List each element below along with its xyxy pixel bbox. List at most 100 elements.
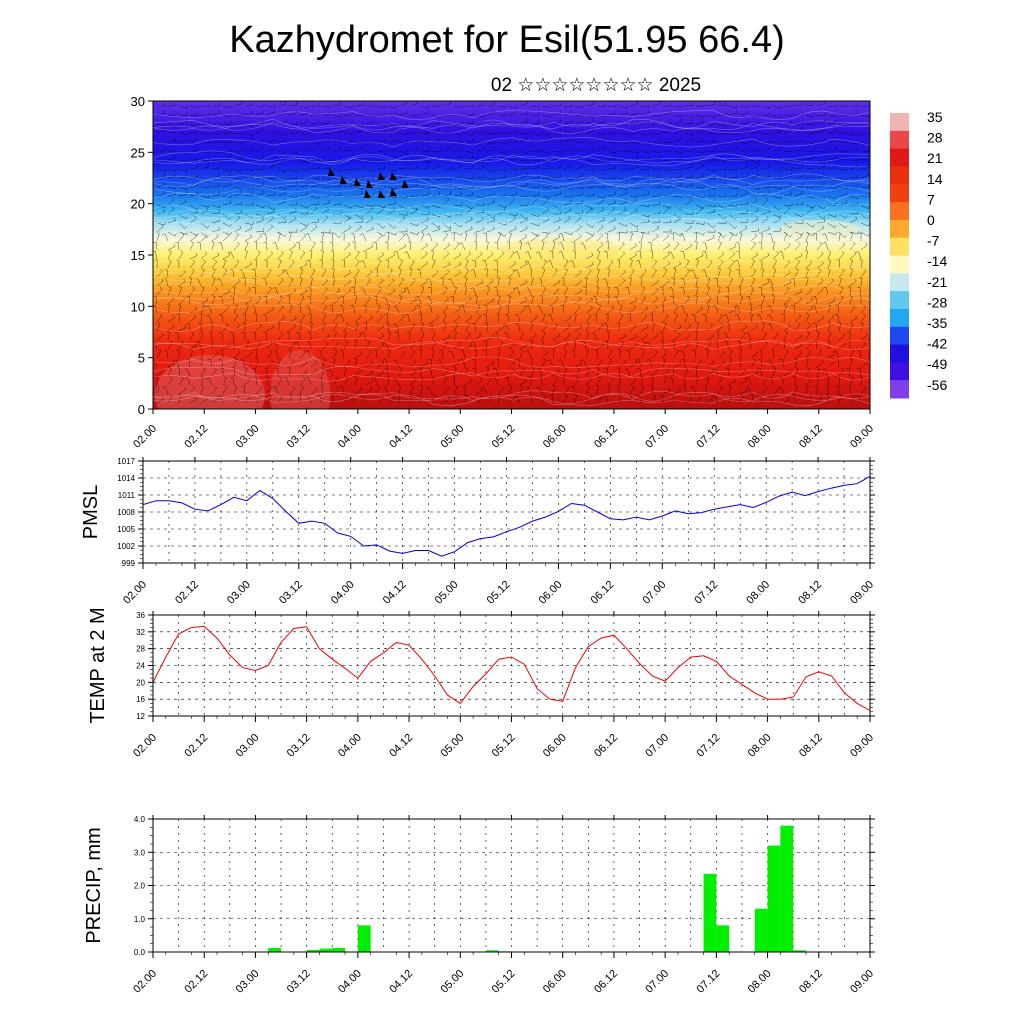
x-tick-label: 02.12	[173, 579, 201, 607]
section-y-axis: 0 5 10 15 20 25 30	[131, 94, 153, 417]
colorbar-swatch	[890, 327, 909, 345]
x-tick-label: 07.00	[640, 579, 668, 607]
section-y-tick-label: 0	[138, 402, 145, 417]
x-tick-label: 04.12	[381, 579, 409, 607]
x-tick-label: 09.00	[848, 732, 876, 760]
y-tick-label: 20	[136, 678, 145, 687]
colorbar-label: 0	[927, 212, 935, 228]
section-x-tick-label: 06.12	[592, 423, 620, 451]
x-tick-label: 02.12	[182, 732, 210, 760]
y-tick-label: 1008	[117, 508, 135, 517]
x-tick-label: 08.12	[796, 579, 824, 607]
section-x-tick-label: 05.12	[490, 423, 518, 451]
section-x-tick-label: 07.00	[643, 423, 671, 451]
x-tick-label: 04.12	[387, 732, 415, 760]
colorbar-label: 35	[927, 109, 943, 125]
x-tick-label: 06.00	[537, 579, 565, 607]
x-tick-label: 03.12	[277, 579, 305, 607]
colorbar-swatch	[890, 113, 909, 131]
section-x-tick-label: 02.00	[131, 423, 159, 451]
colorbar-label: 14	[927, 171, 943, 187]
precip-bar	[332, 948, 345, 952]
section-y-tick-label: 15	[131, 248, 145, 263]
y-tick-label: 1005	[117, 525, 135, 534]
x-tick-label: 09.00	[848, 579, 876, 607]
colorbar-swatch	[890, 220, 909, 238]
colorbar-swatch	[890, 362, 909, 380]
y-tick-label: 28	[136, 645, 145, 654]
colorbar-label: -28	[927, 294, 947, 310]
x-tick-label: 05.12	[485, 579, 513, 607]
precip-bar	[358, 925, 371, 952]
section-x-tick-label: 06.00	[541, 423, 569, 451]
y-tick-label: 12	[136, 712, 145, 721]
section-x-tick-label: 05.00	[438, 423, 466, 451]
colorbar-label: -42	[927, 336, 947, 352]
x-tick-label: 06.12	[589, 579, 617, 607]
precip-bar	[755, 909, 768, 952]
x-tick-label: 04.00	[336, 732, 364, 760]
section-x-tick-label: 03.12	[285, 423, 313, 451]
x-tick-label: 08.00	[744, 579, 772, 607]
precip-bar	[768, 846, 781, 952]
x-tick-label: 08.00	[746, 732, 774, 760]
x-tick-label: 07.00	[643, 732, 671, 760]
section-y-tick-label: 10	[131, 299, 145, 314]
colorbar-label: 21	[927, 150, 943, 166]
colorbar-swatch	[890, 256, 909, 274]
colorbar-swatch	[890, 184, 909, 202]
colorbar-swatch	[890, 202, 909, 220]
y-tick-label: 32	[136, 628, 145, 637]
section-y-tick-label: 20	[131, 197, 145, 212]
colorbar-label: -14	[927, 253, 947, 269]
y-tick-label: 0.0	[134, 948, 146, 957]
colorbar-label: -56	[927, 377, 947, 393]
section-y-tick-label: 30	[131, 94, 145, 109]
section-x-tick-label: 02.12	[182, 423, 210, 451]
y-tick-label: 1014	[117, 474, 135, 483]
precip-bar	[704, 874, 717, 952]
colorbar-swatch	[890, 345, 909, 363]
colorbar-swatch	[890, 380, 909, 398]
colorbar-label: -35	[927, 315, 947, 331]
x-tick-label: 06.00	[541, 732, 569, 760]
y-tick-label: 24	[136, 662, 145, 671]
y-tick-label: 2.0	[134, 882, 146, 891]
section-y-tick-label: 25	[131, 145, 145, 160]
y-tick-label: 1002	[117, 542, 135, 551]
x-tick-label: 02.00	[121, 579, 149, 607]
colorbar-swatch	[890, 291, 909, 309]
x-tick-label: 07.12	[692, 579, 720, 607]
x-tick-label: 06.12	[592, 732, 620, 760]
colorbar-label: 7	[927, 191, 935, 207]
figure-subtitle: 02 ☆☆☆☆☆☆☆☆ 2025	[491, 75, 701, 96]
section-x-tick-label: 04.12	[387, 423, 415, 451]
colorbar-swatch	[890, 273, 909, 291]
pmsl-ylabel: PMSL	[80, 485, 102, 539]
colorbar-swatch	[890, 166, 909, 184]
section-y-tick-label: 5	[138, 351, 145, 366]
x-tick-label: 03.00	[234, 732, 262, 760]
x-tick-label: 05.00	[438, 732, 466, 760]
x-tick-label: 02.00	[131, 732, 159, 760]
y-tick-label: 1017	[117, 457, 135, 466]
temp-2m-ylabel: TEMP at 2 M	[87, 607, 109, 723]
colorbar-swatch	[890, 238, 909, 256]
precip-bar	[268, 948, 281, 952]
colorbar-swatch	[890, 309, 909, 327]
y-tick-label: 1.0	[134, 915, 146, 924]
x-tick-label: 07.12	[695, 732, 723, 760]
colorbar-swatch	[890, 131, 909, 149]
colorbar-label: 28	[927, 130, 943, 146]
y-tick-label: 1011	[118, 491, 136, 500]
section-x-tick-label: 08.12	[797, 423, 825, 451]
colorbar-label: -21	[927, 274, 947, 290]
x-tick-label: 04.00	[329, 579, 357, 607]
colorbar-label: -49	[927, 356, 947, 372]
